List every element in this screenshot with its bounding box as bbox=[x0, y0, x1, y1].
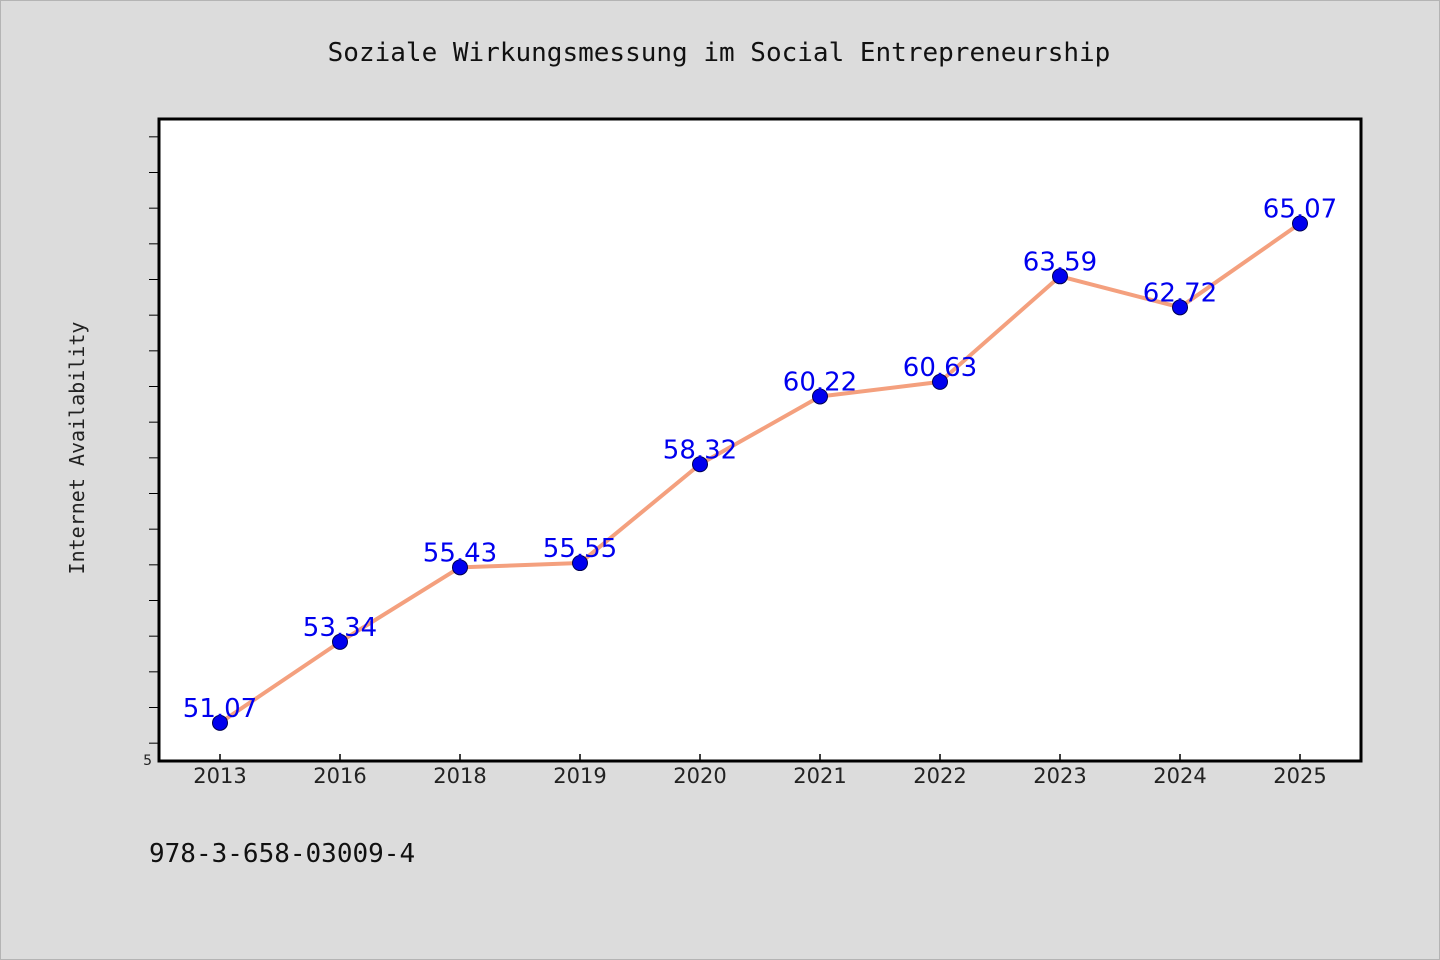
data-point bbox=[812, 388, 828, 405]
x-tick-label: 2022 bbox=[913, 764, 966, 788]
data-point bbox=[692, 456, 708, 473]
x-tick-label: 2023 bbox=[1033, 764, 1086, 788]
data-point bbox=[932, 373, 948, 390]
x-axis: 2013 2016 2018 2019 2020 2021 2022 2023 2024 2025 bbox=[193, 754, 1327, 788]
x-tick-label: 2024 bbox=[1153, 764, 1206, 788]
data-label: 60.22 bbox=[783, 367, 857, 397]
isbn-footer: 978-3-658-03009-4 bbox=[149, 839, 415, 869]
data-label: 55.55 bbox=[543, 534, 617, 564]
data-label: 51.07 bbox=[183, 694, 257, 724]
plot-area bbox=[157, 117, 1363, 763]
y-axis-ticks bbox=[149, 136, 159, 744]
data-point bbox=[1172, 299, 1188, 316]
x-tick-label: 2019 bbox=[553, 764, 606, 788]
x-tick-label: 2020 bbox=[673, 764, 726, 788]
data-point bbox=[1292, 215, 1308, 232]
x-tick-label: 2025 bbox=[1273, 764, 1326, 788]
data-label: 53.34 bbox=[303, 613, 377, 643]
x-tick-label: 2021 bbox=[793, 764, 846, 788]
data-point bbox=[452, 559, 468, 576]
series-line bbox=[218, 221, 1302, 725]
data-label: 65.07 bbox=[1263, 195, 1337, 225]
data-label: 58.32 bbox=[663, 435, 737, 465]
data-label: 55.43 bbox=[423, 538, 497, 568]
data-point bbox=[572, 555, 588, 572]
y-tick-label-min: 5 bbox=[143, 753, 152, 769]
x-tick-label: 2013 bbox=[193, 764, 246, 788]
x-tick-label: 2016 bbox=[313, 764, 366, 788]
data-point bbox=[332, 633, 348, 650]
y-axis-label: Internet Availability bbox=[65, 322, 89, 575]
x-tick-label: 2018 bbox=[433, 764, 486, 788]
data-point bbox=[1052, 268, 1068, 285]
data-label: 60.63 bbox=[903, 353, 977, 383]
chart-title: Soziale Wirkungsmessung im Social Entrep… bbox=[328, 38, 1111, 68]
data-label: 62.72 bbox=[1143, 278, 1217, 308]
series-layer: 51.07 53.34 55.43 55.55 58.32 60.22 60.63 63.59… bbox=[183, 195, 1337, 731]
data-point bbox=[212, 714, 228, 731]
data-label: 63.59 bbox=[1023, 247, 1097, 277]
